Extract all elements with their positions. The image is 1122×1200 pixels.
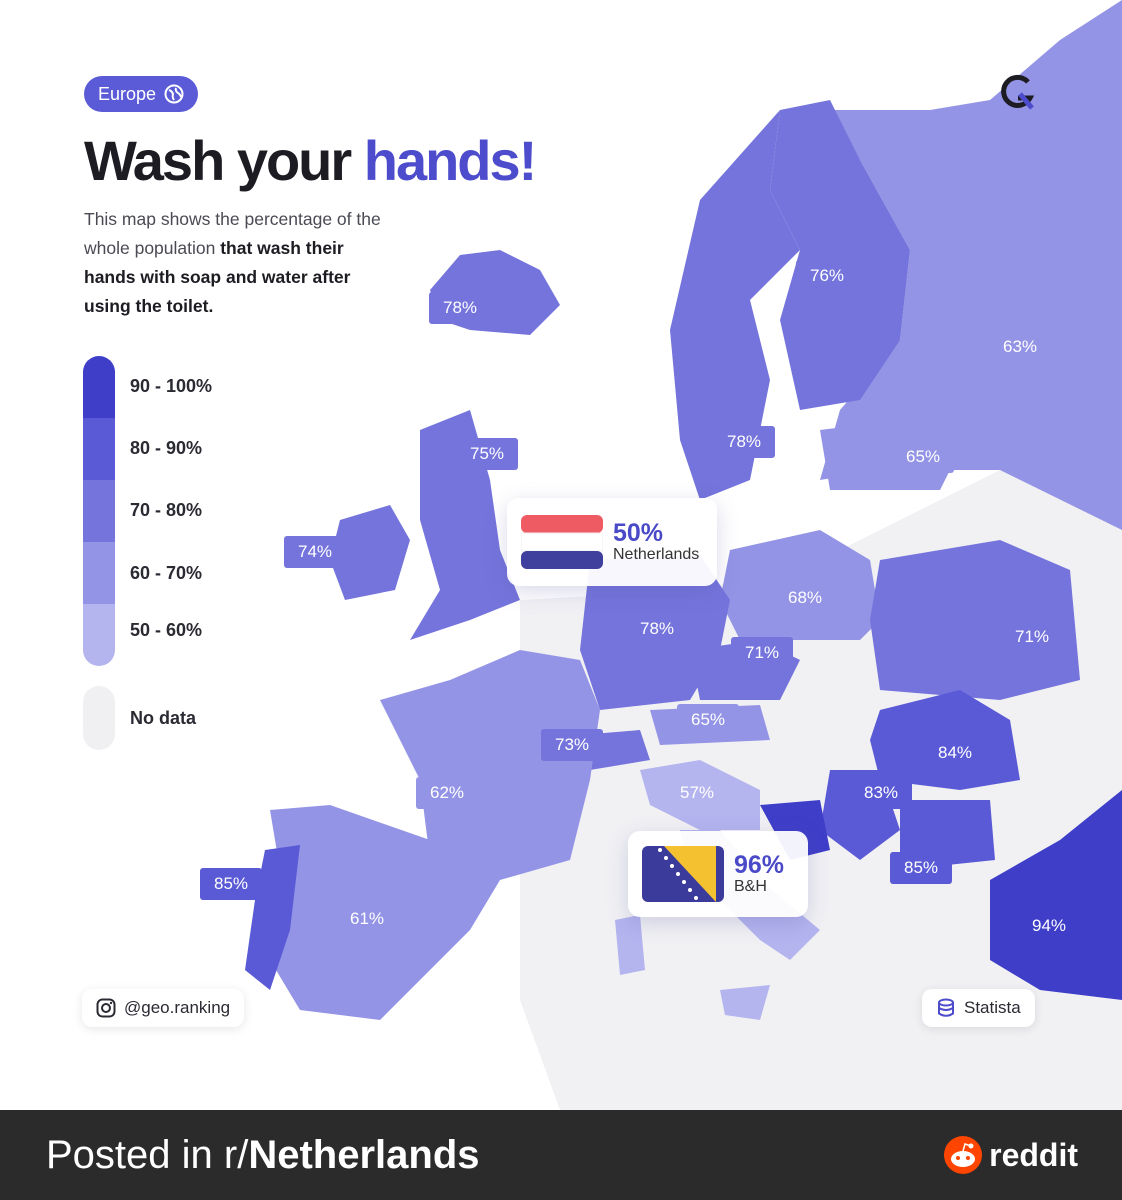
value-slovenia: 57%	[666, 777, 728, 809]
title-part1: Wash your	[84, 129, 352, 192]
region-pill-label: Europe	[98, 83, 157, 104]
legend-label-70-80: 70 - 80%	[130, 500, 203, 520]
title-part2: hands!	[363, 129, 538, 192]
legend-swatch-0	[83, 356, 115, 418]
value-austria: 65%	[677, 704, 739, 736]
value-poland: 68%	[774, 582, 836, 614]
legend-label-50-60: 50 - 60%	[130, 620, 203, 640]
instagram-handle: @geo.ranking	[124, 998, 231, 1017]
instagram-icon	[96, 998, 116, 1018]
value-finland: 76%	[796, 260, 858, 292]
island-sardinia	[615, 915, 645, 975]
desc-text: This map shows the percentage of the who…	[84, 209, 381, 258]
country-sweden	[670, 110, 800, 500]
globe-icon	[164, 84, 184, 104]
bosnia-name: B&H	[734, 878, 767, 895]
legend-nodata-swatch	[83, 686, 115, 750]
island-sicily	[720, 985, 770, 1020]
country-ireland	[330, 505, 410, 600]
legend-swatch-2	[83, 480, 115, 542]
value-ukraine: 71%	[1001, 621, 1063, 653]
value-romania: 84%	[924, 737, 986, 769]
value-turkey: 94%	[1018, 910, 1080, 942]
country-finland	[770, 100, 910, 410]
value-serbia: 83%	[850, 777, 912, 809]
legend-swatch-4	[83, 604, 115, 666]
subreddit-name[interactable]: Netherlands	[248, 1132, 480, 1177]
value-russia: 63%	[989, 331, 1051, 363]
legend-swatch-3	[83, 542, 115, 604]
database-icon	[938, 998, 954, 1017]
value-spain: 61%	[336, 903, 398, 935]
legend-label-90-100: 90 - 100%	[130, 376, 213, 396]
legend-color-scale	[83, 356, 115, 666]
map-description: This map shows the percentage of the who…	[84, 205, 384, 321]
country-turkey	[990, 790, 1122, 1000]
legend-swatch-1	[83, 418, 115, 480]
value-ireland: 74%	[284, 536, 346, 568]
source-credit: Statista	[922, 989, 1035, 1027]
value-bulgaria: 85%	[890, 852, 952, 884]
country-france	[380, 650, 600, 880]
source-name: Statista	[964, 998, 1021, 1017]
posted-in-text: Posted in r/Netherlands	[46, 1133, 480, 1178]
value-iceland: 78%	[429, 292, 491, 324]
region-pill: Europe	[84, 76, 199, 112]
page-title: Wash your hands!	[84, 128, 538, 193]
netherlands-name: Netherlands	[613, 546, 700, 563]
bosnia-callout: 96% B&H	[628, 831, 808, 917]
country-bosnia	[760, 800, 830, 860]
legend-label-60-70: 60 - 70%	[130, 563, 203, 583]
posted-prefix: Posted in r/	[46, 1132, 249, 1177]
value-germany: 78%	[626, 613, 688, 645]
bosnia-flag-icon	[642, 846, 724, 902]
reddit-wordmark: reddit	[989, 1136, 1078, 1173]
country-russia	[820, 0, 1122, 530]
reddit-alien-icon	[944, 1136, 983, 1174]
reddit-brand: reddit	[943, 1135, 1078, 1175]
value-uk: 75%	[456, 438, 518, 470]
value-switzerland: 73%	[541, 729, 603, 761]
value-sweden: 78%	[713, 426, 775, 458]
netherlands-value: 50%	[613, 519, 664, 547]
netherlands-callout: 50% Netherlands	[507, 498, 717, 586]
map-card: Europe Wash your hands! This map shows t…	[82, 0, 1122, 1110]
country-uk	[410, 410, 520, 640]
value-france: 62%	[416, 777, 478, 809]
country-ukraine	[870, 540, 1080, 700]
instagram-credit[interactable]: @geo.ranking	[82, 989, 245, 1027]
value-portugal: 85%	[200, 868, 262, 900]
bosnia-value: 96%	[734, 851, 785, 879]
legend-label-nodata: No data	[130, 708, 197, 728]
value-baltics: 65%	[892, 441, 954, 473]
netherlands-flag-icon	[521, 515, 603, 569]
geo-ranking-logo-icon	[1001, 74, 1035, 110]
value-czechia: 71%	[731, 637, 793, 669]
reddit-footer: Posted in r/Netherlands reddit	[0, 1110, 1122, 1200]
desc-bold-text: that wash their hands with soap and wate…	[84, 238, 351, 316]
legend-label-80-90: 80 - 90%	[130, 438, 203, 458]
